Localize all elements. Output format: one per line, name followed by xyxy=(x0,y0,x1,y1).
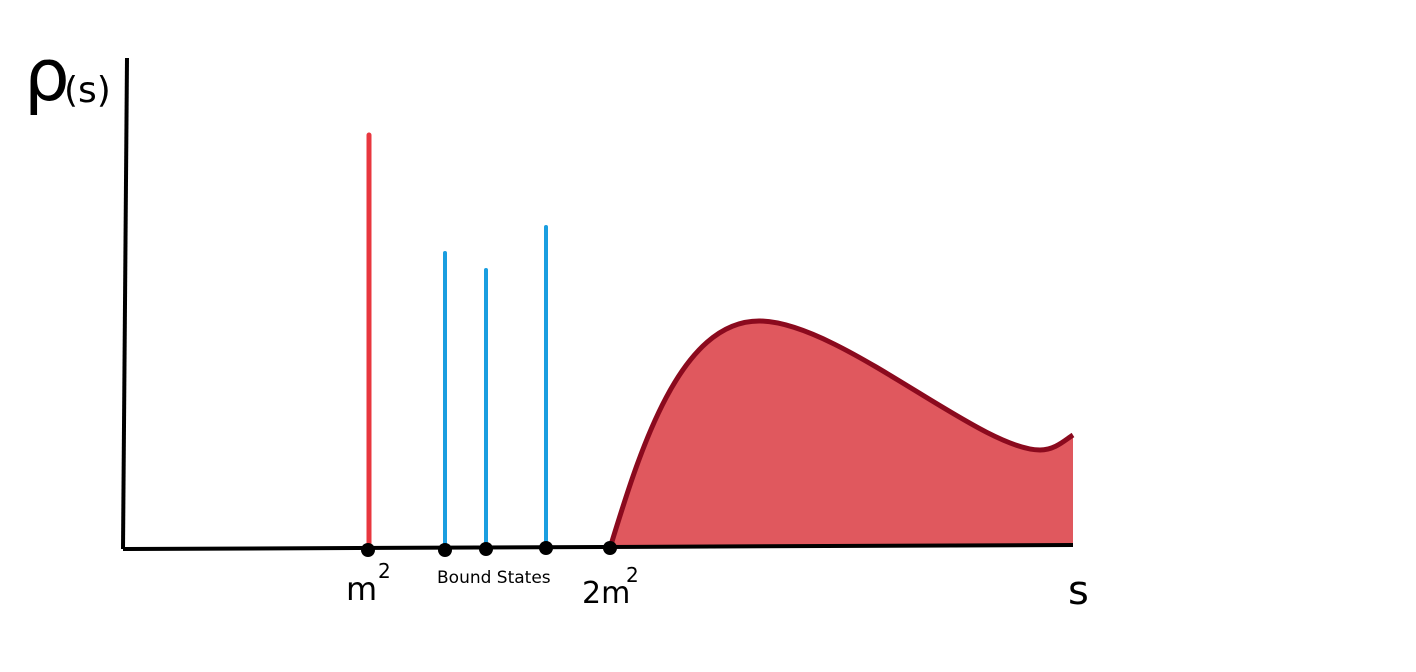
y-axis-label: ρ xyxy=(24,33,70,117)
axis-dot xyxy=(361,543,375,557)
x-axis xyxy=(122,543,1074,551)
axis-dot xyxy=(539,541,553,555)
y-axis xyxy=(121,57,129,550)
y-axis-label-sub: (s) xyxy=(64,70,111,111)
axis-dot xyxy=(479,542,493,556)
axis-dot xyxy=(438,543,452,557)
axis-dot xyxy=(603,541,617,555)
continuum-curve xyxy=(607,318,1075,549)
marker-sup: 2 xyxy=(626,563,639,587)
marker-label: m xyxy=(346,570,377,608)
annotation: Bound States xyxy=(437,568,551,588)
marker-sup: 2 xyxy=(378,559,391,583)
marker-label: 2m xyxy=(582,576,630,611)
x-axis-label: s xyxy=(1068,568,1089,614)
continuum-fill xyxy=(610,320,1073,548)
